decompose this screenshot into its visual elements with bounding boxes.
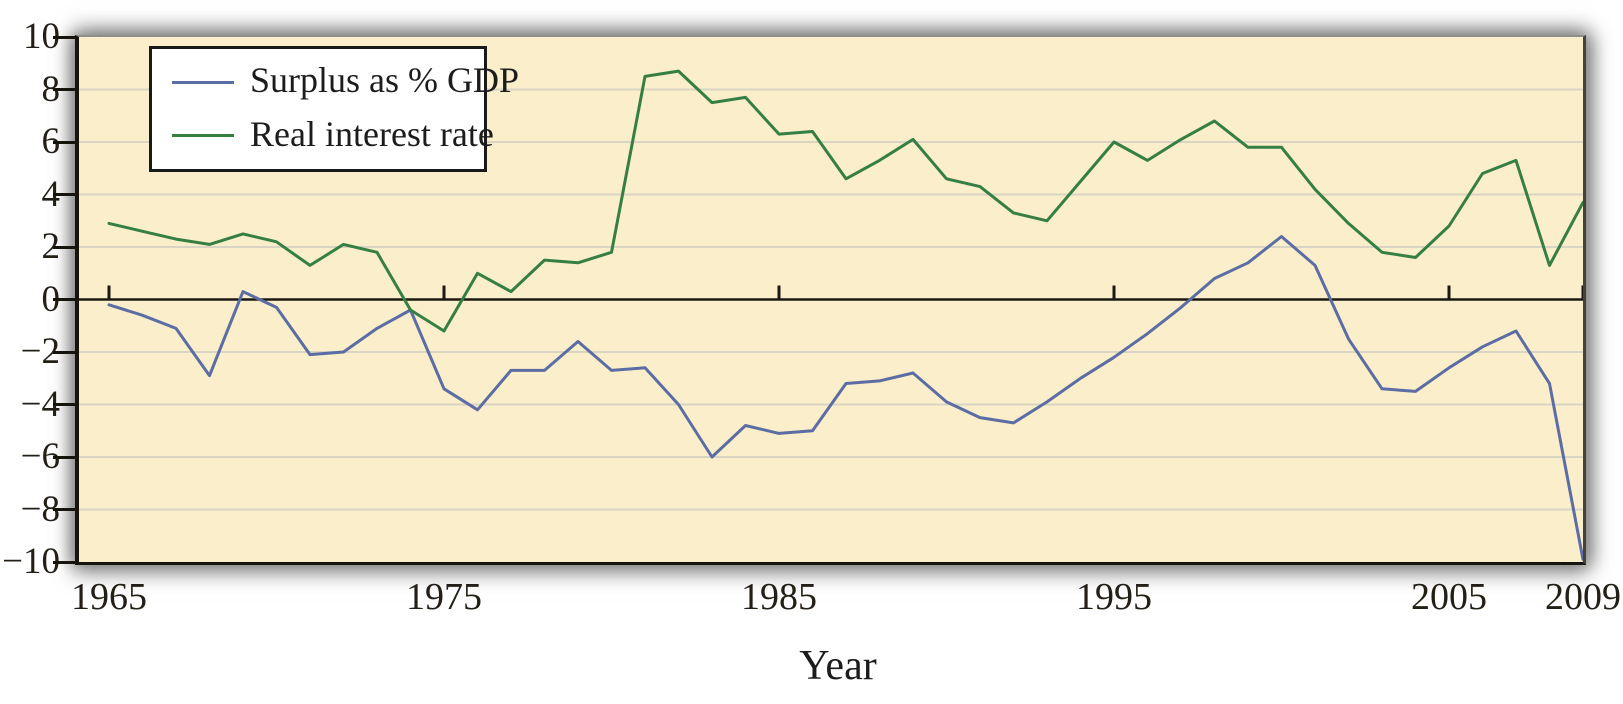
y-tick-mark <box>53 508 75 511</box>
y-tick-mark <box>53 298 75 301</box>
plot-area: Surplus as % GDP Real interest rate <box>75 35 1586 565</box>
series-line-surplus-as-gdp <box>107 235 1583 561</box>
y-tick-label: −4 <box>20 383 60 425</box>
x-tick-label: 2005 <box>1411 576 1487 618</box>
y-tick-label: 2 <box>41 226 61 267</box>
legend-label-real-interest-rate: Real interest rate <box>250 113 494 154</box>
y-tick-mark <box>53 88 75 91</box>
y-tick-label: −10 <box>2 541 60 582</box>
y-tick-label: 10 <box>23 16 60 57</box>
y-tick-label: 4 <box>41 173 61 215</box>
series-line-real-interest-rate <box>107 69 1583 333</box>
x-tick-label: 1985 <box>741 576 817 618</box>
legend-item-surplus: Surplus as % GDP <box>152 62 519 102</box>
legend: Surplus as % GDP Real interest rate <box>149 46 519 172</box>
y-tick-mark <box>53 403 75 406</box>
legend-item-real-interest-rate: Real interest rate <box>152 116 494 156</box>
y-tick-label: 6 <box>41 121 61 162</box>
y-tick-label: −6 <box>20 436 60 477</box>
x-tick-label: 1975 <box>406 576 482 618</box>
y-tick-mark <box>53 193 75 196</box>
y-tick-mark <box>53 140 75 144</box>
x-axis-title: Year <box>799 643 877 689</box>
y-tick-mark <box>53 245 75 249</box>
x-tick-label: 1995 <box>1076 576 1152 618</box>
x-tick-label: 2009 <box>1545 576 1621 618</box>
x-tick-label: 1965 <box>71 576 147 618</box>
y-tick-mark <box>53 560 75 564</box>
y-tick-label: −2 <box>20 331 60 372</box>
y-tick-mark <box>53 350 75 354</box>
legend-swatch-surplus <box>172 80 234 84</box>
legend-label-surplus: Surplus as % GDP <box>250 60 520 101</box>
y-tick-label: 8 <box>41 68 61 110</box>
legend-swatch-real-interest-rate <box>172 134 234 138</box>
y-tick-mark <box>53 455 75 459</box>
y-tick-label: 0 <box>41 278 61 320</box>
y-tick-mark <box>53 35 75 39</box>
y-tick-label: −8 <box>20 488 60 530</box>
